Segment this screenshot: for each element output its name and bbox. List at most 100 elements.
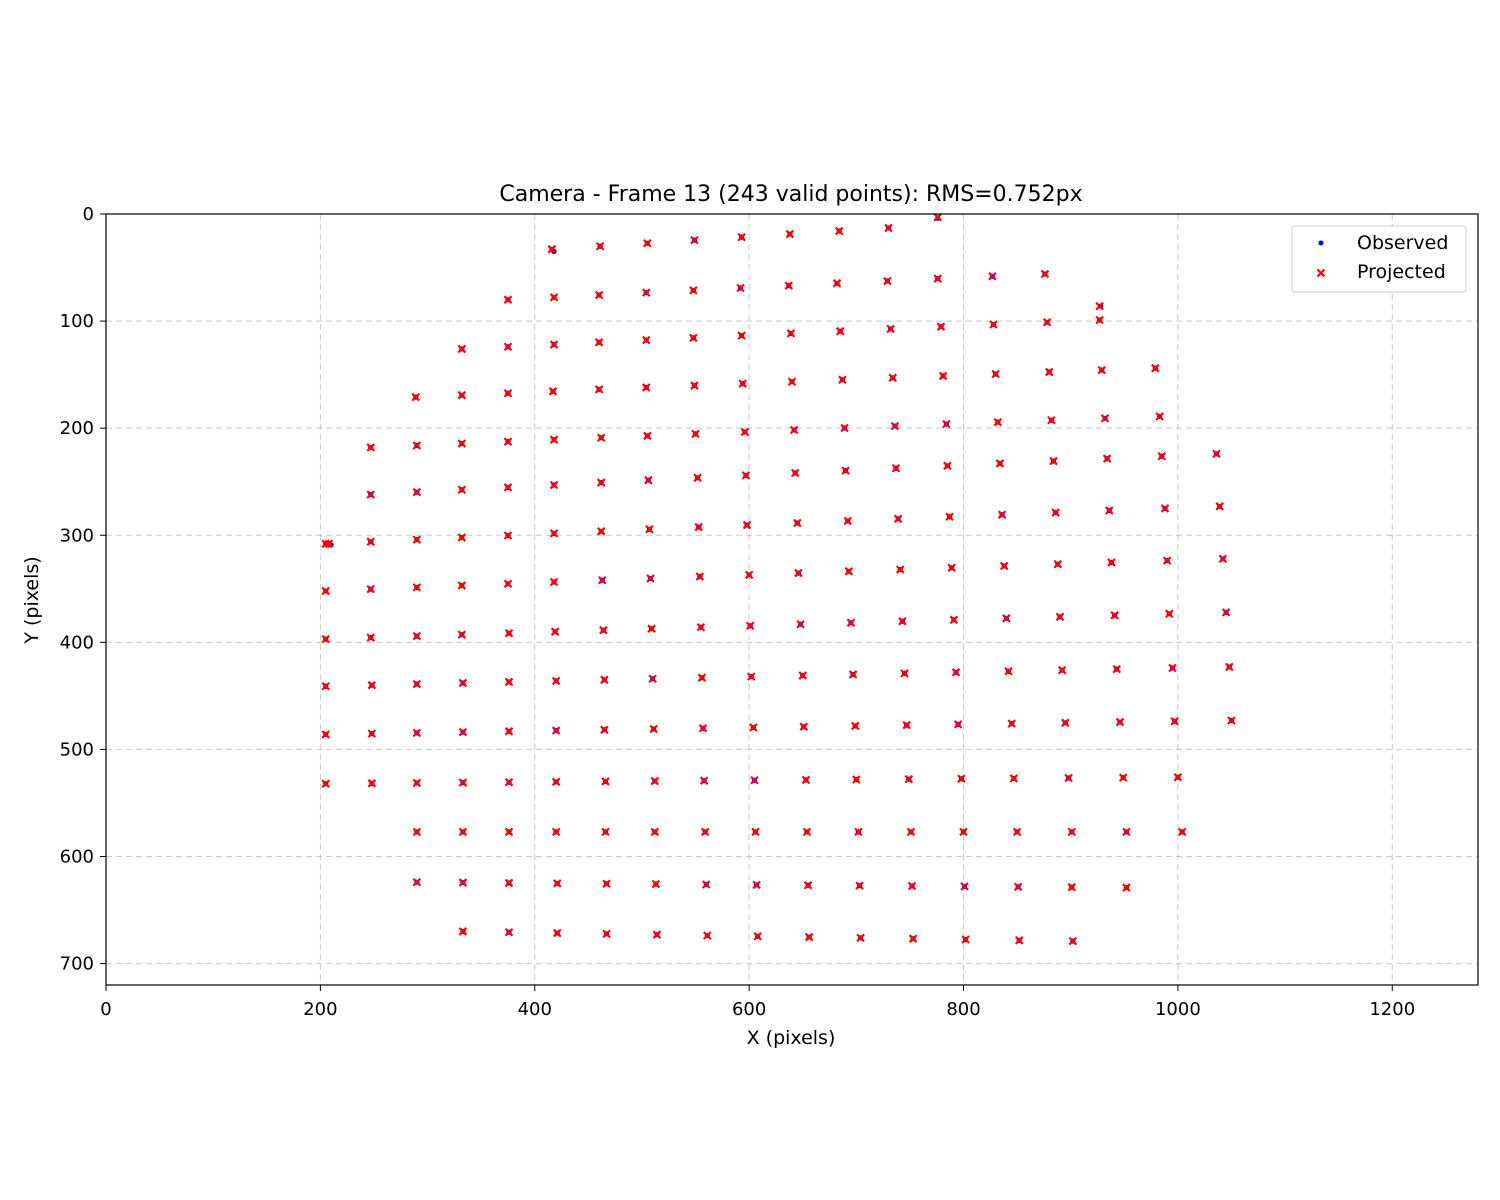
projected-point [933, 274, 943, 283]
projected-point [888, 373, 898, 383]
projected-point [856, 933, 865, 943]
projected-point [652, 930, 662, 939]
projected-point [850, 721, 860, 731]
plot-frame [105, 213, 1479, 986]
projected-point [945, 512, 954, 522]
projected-point [643, 238, 652, 248]
projected-point [1067, 882, 1077, 892]
projected-point [457, 485, 467, 495]
projected-point [412, 728, 422, 738]
projected-point [458, 878, 468, 887]
projected-point [551, 827, 561, 837]
projected-point [741, 471, 751, 480]
projected-point [752, 880, 761, 890]
projected-point [412, 827, 422, 837]
projected-point [689, 286, 698, 295]
projected-point [993, 417, 1003, 427]
projected-point [598, 575, 607, 585]
projected-point [1162, 556, 1172, 565]
x-tick-label: 0 [100, 999, 111, 1020]
projected-point [504, 628, 514, 638]
projected-point [690, 235, 699, 245]
projected-point [749, 723, 758, 732]
projected-point [641, 383, 651, 392]
projected-point [1055, 612, 1065, 622]
projected-point [1067, 827, 1077, 837]
projected-point [834, 226, 844, 236]
projected-point [548, 387, 558, 396]
projected-point [552, 928, 562, 938]
projected-point [596, 478, 606, 487]
projected-point [961, 935, 970, 944]
projected-point [785, 229, 795, 239]
grid-lines [106, 214, 1478, 985]
x-axis-label: X (pixels) [747, 1027, 836, 1049]
projected-point [959, 827, 968, 837]
projected-point [908, 934, 918, 943]
y-tick-label: 400 [60, 632, 94, 653]
projected-point [803, 880, 813, 890]
projected-point [601, 827, 610, 837]
projected-point [643, 431, 652, 441]
projected-point [504, 927, 514, 937]
projected-point [551, 726, 561, 735]
projected-point [551, 777, 561, 787]
projected-point [738, 379, 747, 388]
projected-point [457, 581, 467, 590]
projected-point [943, 461, 952, 471]
projected-point [1115, 717, 1125, 727]
projected-point [900, 669, 909, 678]
plot-points [321, 212, 1236, 946]
projected-point [751, 827, 760, 837]
projected-point [1155, 412, 1164, 421]
projected-point [1047, 415, 1056, 425]
legend-box [1291, 225, 1467, 293]
projected-point [412, 583, 422, 592]
projected-point [703, 931, 712, 940]
x-tick-label: 1200 [1369, 999, 1415, 1020]
projected-point [700, 827, 710, 837]
projected-point [1168, 663, 1177, 673]
projected-point [366, 584, 376, 594]
projected-point [599, 625, 608, 635]
projected-point [801, 775, 811, 785]
projected-point [802, 827, 812, 837]
projected-point [1122, 883, 1131, 892]
projected-point [412, 778, 422, 788]
projected-point [458, 927, 468, 936]
projected-point [596, 433, 606, 443]
projected-point [321, 681, 331, 691]
projected-point [1042, 317, 1052, 327]
projected-point [1151, 363, 1160, 373]
projected-point [600, 725, 609, 735]
projected-point [949, 615, 959, 625]
projected-point [995, 459, 1005, 468]
projected-point [1225, 662, 1234, 672]
projected-point [366, 537, 376, 547]
projected-point [1068, 936, 1078, 946]
projected-point [832, 279, 842, 288]
projected-point [457, 439, 467, 448]
projected-point [942, 419, 951, 429]
y-tick-label: 100 [60, 311, 94, 332]
projected-point [947, 563, 956, 573]
projected-point [367, 680, 377, 690]
projected-point [594, 290, 604, 300]
projected-point [650, 776, 660, 786]
projected-point [742, 520, 752, 530]
projected-point [796, 619, 805, 629]
projected-point [458, 727, 468, 737]
projected-point [835, 326, 845, 336]
projected-point [884, 223, 893, 233]
projected-point [1110, 611, 1119, 620]
projected-point [1007, 719, 1017, 728]
x-axis-ticks: 0 200 400 600 800 1000 1200 [100, 985, 1415, 1020]
projected-point [804, 932, 814, 942]
projected-point [1122, 827, 1131, 837]
projected-point [458, 778, 468, 787]
projected-point [1064, 773, 1073, 783]
projected-point [999, 561, 1009, 571]
projected-point [321, 730, 331, 739]
projected-point [648, 674, 657, 684]
projected-point [1014, 936, 1024, 945]
